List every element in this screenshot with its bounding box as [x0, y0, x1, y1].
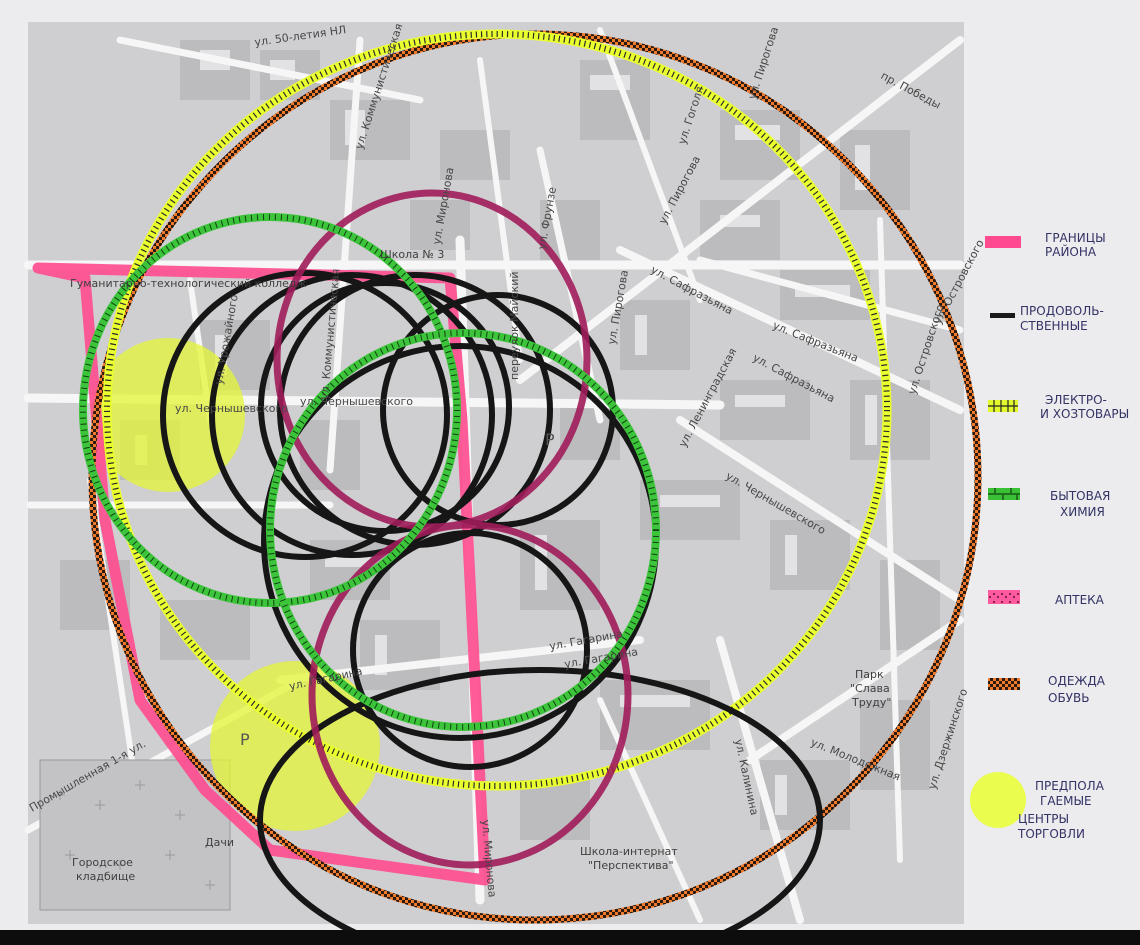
legend-swatch-electro	[988, 400, 1018, 412]
legend-label: БЫТОВАЯ	[1050, 489, 1110, 503]
park-label: Труду"	[851, 696, 891, 709]
legend-swatch-clothing	[988, 678, 1020, 690]
food-circle	[350, 530, 590, 770]
legend-label: СТВЕННЫЕ	[1020, 319, 1088, 333]
food-circle	[258, 280, 512, 534]
cemetery-label: Городское	[72, 856, 133, 869]
parking-symbol: P	[240, 730, 250, 749]
legend-label: ОБУВЬ	[1048, 691, 1089, 705]
pharmacy-circle	[308, 521, 632, 869]
legend-label: ХИМИЯ	[1060, 505, 1105, 519]
legend-label: ГАЕМЫЕ	[1040, 794, 1092, 808]
legend-label: АПТЕКА	[1055, 593, 1105, 607]
legend-swatch-household-chem	[988, 488, 1020, 500]
legend-label: ЦЕНТРЫ	[1018, 812, 1069, 826]
food-circle	[257, 667, 823, 930]
legend-label: ГРАНИЦЫ	[1045, 231, 1106, 245]
legend-label: ТОРГОВЛИ	[1017, 827, 1085, 841]
park-label: "Слава	[850, 682, 890, 695]
parking-symbol: P	[545, 430, 555, 449]
college-label: Гуманитарно-технологический колледж	[70, 277, 306, 290]
legend-label: ЭЛЕКТРО-	[1045, 393, 1107, 407]
legend-label: РАЙОНА	[1045, 244, 1097, 259]
legend: ГРАНИЦЫ РАЙОНА ПРОДОВОЛЬ- СТВЕННЫЕ ЭЛЕКТ…	[970, 231, 1129, 841]
legend-swatch-food	[990, 313, 1015, 318]
street-label: ул. Чернышевского	[175, 402, 288, 415]
food-circle	[209, 272, 495, 558]
legend-swatch-trade-centers	[970, 772, 1026, 828]
pharmacy-circles	[273, 189, 632, 869]
legend-label: ОДЕЖДА	[1048, 674, 1106, 688]
boarding-school-label: "Перспектива"	[588, 859, 674, 872]
legend-swatch-pharmacy	[988, 590, 1020, 604]
legend-label: И ХОЗТОВАРЫ	[1040, 407, 1129, 421]
school-3-label: Школа № 3	[380, 248, 444, 261]
park-label: Парк	[855, 668, 884, 681]
trade-center-zone-north	[91, 338, 245, 492]
food-circle	[160, 270, 450, 560]
street-label: переулок Майский	[508, 272, 521, 381]
street-label: ул. Чернышевского	[300, 395, 413, 408]
legend-label: ПРОДОВОЛЬ-	[1020, 304, 1104, 318]
boarding-school-label: Школа-интернат	[580, 845, 678, 858]
place-labels: Гуманитарно-технологический колледж Школ…	[70, 248, 891, 883]
household-chemistry-circles	[79, 213, 660, 731]
cemetery-label: кладбище	[76, 870, 135, 883]
legend-label: ПРЕДПОЛА	[1035, 779, 1105, 793]
dachi-label: Дачи	[205, 836, 234, 849]
legend-swatch-district-boundary	[985, 236, 1021, 248]
electro-zone-circle	[102, 29, 892, 791]
